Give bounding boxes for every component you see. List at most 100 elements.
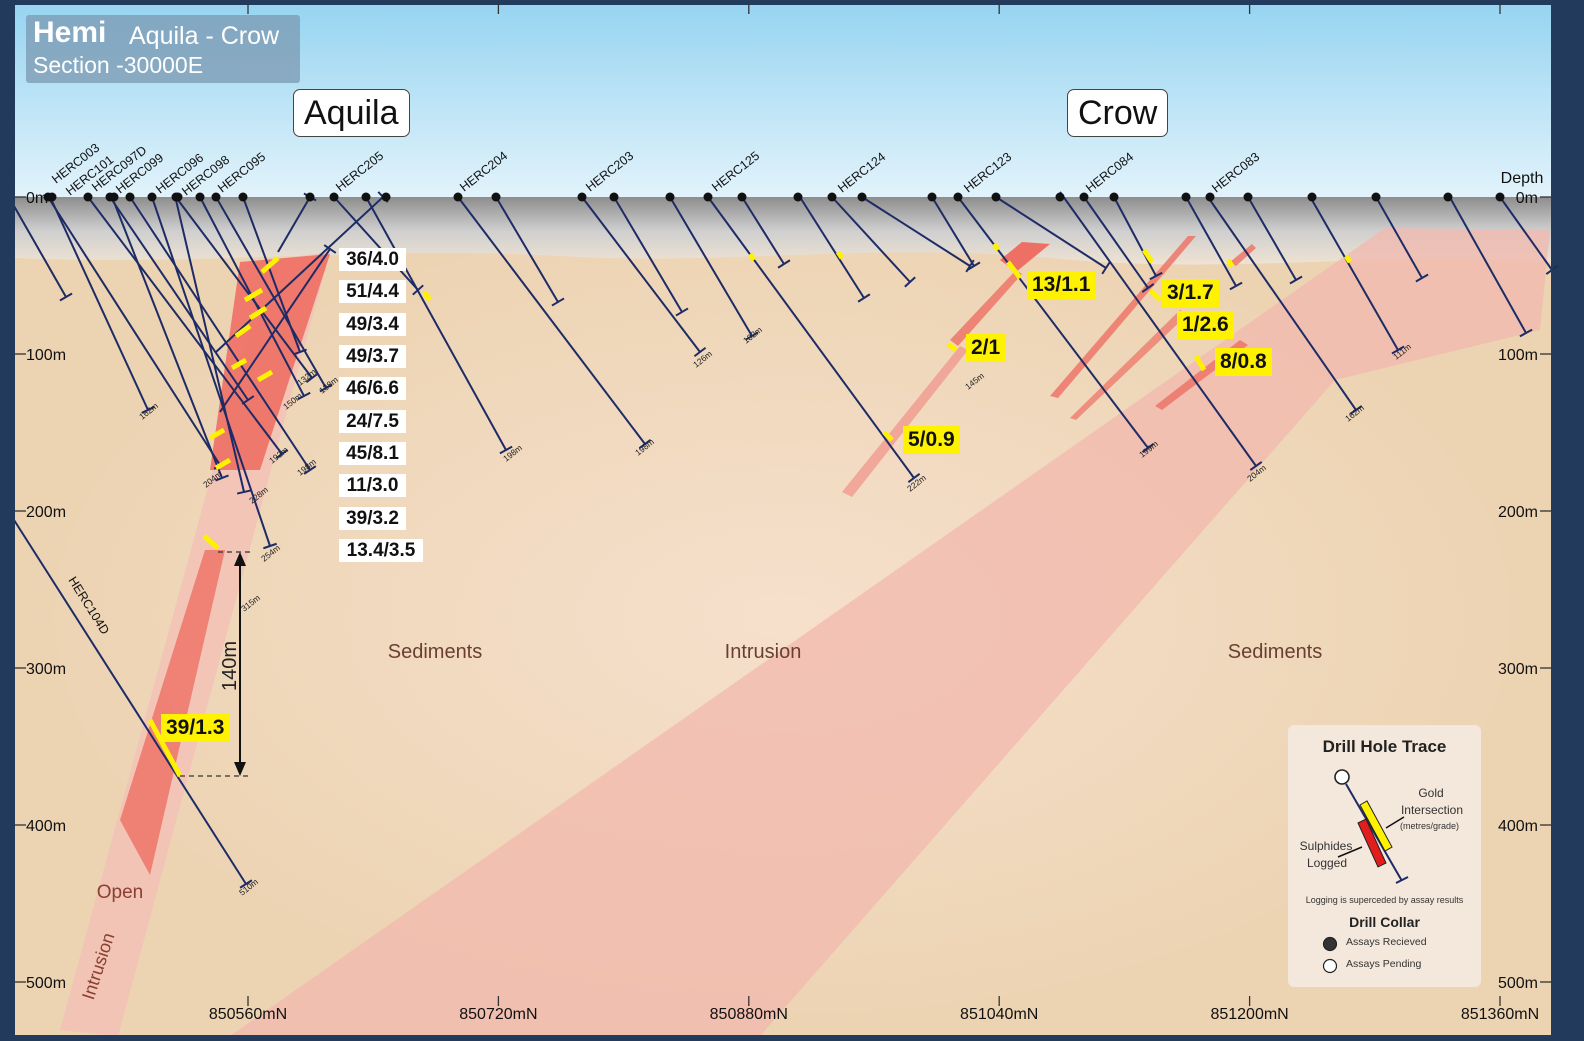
drill-trace-end bbox=[1141, 442, 1155, 454]
drill-collar bbox=[665, 192, 675, 202]
drill-trace-end bbox=[638, 438, 652, 450]
drill-collar bbox=[991, 192, 1001, 202]
drill-trace bbox=[1311, 199, 1399, 351]
legend-gold-label: Gold bbox=[1418, 786, 1444, 800]
drill-trace bbox=[797, 193, 865, 299]
section-name: Section -30000E bbox=[33, 52, 204, 78]
drill-trace bbox=[129, 196, 311, 471]
drill-collar bbox=[1181, 192, 1191, 202]
intersection-label: 46/6.6 bbox=[339, 377, 406, 400]
drill-trace bbox=[87, 196, 283, 455]
intersection-label: 24/7.5 bbox=[339, 410, 406, 433]
drill-trace-end bbox=[305, 372, 319, 384]
intersection-label: 51/4.4 bbox=[339, 280, 406, 303]
drill-trace-end bbox=[303, 465, 317, 475]
drill-trace bbox=[581, 196, 701, 353]
drill-collar bbox=[125, 192, 135, 202]
span-label: 140m bbox=[219, 641, 241, 691]
drill-trace-end bbox=[1101, 261, 1111, 275]
drill-trace bbox=[219, 248, 331, 413]
legend-gold-bar bbox=[1359, 800, 1393, 852]
drill-trace-end bbox=[1349, 405, 1363, 415]
crow-label: Crow bbox=[1067, 89, 1169, 137]
drill-trace-end bbox=[745, 331, 759, 341]
drill-trace bbox=[151, 196, 271, 547]
drill-collar bbox=[577, 192, 587, 202]
depth-tick-label-right: 200m bbox=[1498, 504, 1538, 521]
drill-collar bbox=[453, 192, 463, 202]
geology-intrusion: Intrusion bbox=[725, 641, 802, 663]
depth-header: Depth bbox=[1501, 170, 1544, 187]
drill-trace-end bbox=[1391, 345, 1405, 355]
drill-collar bbox=[609, 192, 619, 202]
highlight-intersection: 1/2.6 bbox=[1177, 311, 1234, 339]
drill-trace bbox=[47, 196, 221, 466]
gold-intersection-mark bbox=[1343, 254, 1353, 264]
easting-tick-label: 851200mN bbox=[1210, 1006, 1288, 1023]
gold-intersection-mark bbox=[1193, 354, 1207, 372]
geology-sediments-left: Sediments bbox=[388, 641, 483, 663]
gold-intersection-mark bbox=[208, 427, 226, 441]
gold-intersection-mark bbox=[147, 718, 183, 778]
legend-metres-grade: (metres/grade) bbox=[1400, 821, 1460, 831]
drill-trace-end bbox=[236, 489, 252, 495]
gold-intersection-mark bbox=[422, 290, 432, 302]
gold-intersection-mark bbox=[946, 342, 958, 352]
legend-sulphides-label: Sulphides bbox=[1299, 839, 1353, 853]
aquila-label: Aquila bbox=[293, 89, 410, 137]
drill-trace bbox=[215, 196, 327, 389]
drill-collar bbox=[83, 192, 93, 202]
intersection-label: 49/3.7 bbox=[339, 345, 406, 368]
geology-open: Open bbox=[97, 882, 143, 903]
geology-sediments-right: Sediments bbox=[1228, 641, 1323, 663]
depth-tick-label-right: 300m bbox=[1498, 661, 1538, 678]
drill-trace-end bbox=[675, 307, 689, 317]
drill-collar bbox=[953, 192, 963, 202]
drill-trace bbox=[109, 196, 249, 401]
drill-collar bbox=[109, 192, 119, 202]
drill-trace-end bbox=[297, 391, 311, 401]
legend-collar-symbol bbox=[1334, 769, 1350, 785]
intersection-label: 13.4/3.5 bbox=[339, 539, 423, 562]
easting-tick-label: 851360mN bbox=[1461, 1006, 1539, 1023]
gold-intersection-mark bbox=[1141, 248, 1155, 264]
legend-intersection-label: Intersection bbox=[1400, 803, 1464, 817]
drill-trace bbox=[831, 196, 911, 283]
depth-tick-label-left: 500m bbox=[26, 975, 66, 992]
drill-trace bbox=[113, 201, 223, 479]
legend-pending-label: Assays Pending bbox=[1346, 958, 1422, 970]
drill-collar bbox=[1079, 192, 1089, 202]
drill-trace bbox=[277, 196, 311, 253]
gold-intersection-mark bbox=[1148, 288, 1162, 302]
drill-trace-end bbox=[59, 292, 73, 302]
drill-collar bbox=[43, 192, 53, 202]
drill-trace bbox=[365, 196, 507, 451]
gold-intersection-mark bbox=[991, 242, 1001, 252]
drill-collar bbox=[1055, 192, 1065, 202]
intersection-label: 39/3.2 bbox=[339, 507, 406, 530]
drill-trace bbox=[242, 196, 301, 353]
drill-trace bbox=[215, 196, 384, 353]
crow-lode-7 bbox=[1230, 244, 1256, 266]
drill-trace-end bbox=[215, 474, 229, 482]
drill-collar bbox=[305, 192, 315, 202]
drill-trace-end bbox=[323, 244, 337, 254]
prospect-name: Hemi bbox=[33, 16, 107, 49]
drill-trace bbox=[1185, 196, 1237, 287]
drill-trace bbox=[13, 519, 247, 885]
drill-collar bbox=[329, 192, 339, 202]
gold-intersection-mark bbox=[243, 287, 264, 303]
drill-trace-end bbox=[857, 293, 871, 303]
drill-trace bbox=[669, 196, 753, 337]
highlight-intersection: 13/1.1 bbox=[1027, 271, 1096, 299]
drill-trace bbox=[707, 196, 915, 479]
legend-received-label: Assays Recieved bbox=[1346, 936, 1427, 948]
gold-intersection-mark bbox=[230, 357, 248, 371]
drill-collar bbox=[1205, 192, 1215, 202]
drill-collars bbox=[43, 192, 1505, 202]
deposit-names: Aquila - Crow bbox=[129, 22, 280, 50]
drill-trace bbox=[13, 205, 67, 298]
highlight-intersection: 3/1.7 bbox=[1162, 279, 1219, 307]
